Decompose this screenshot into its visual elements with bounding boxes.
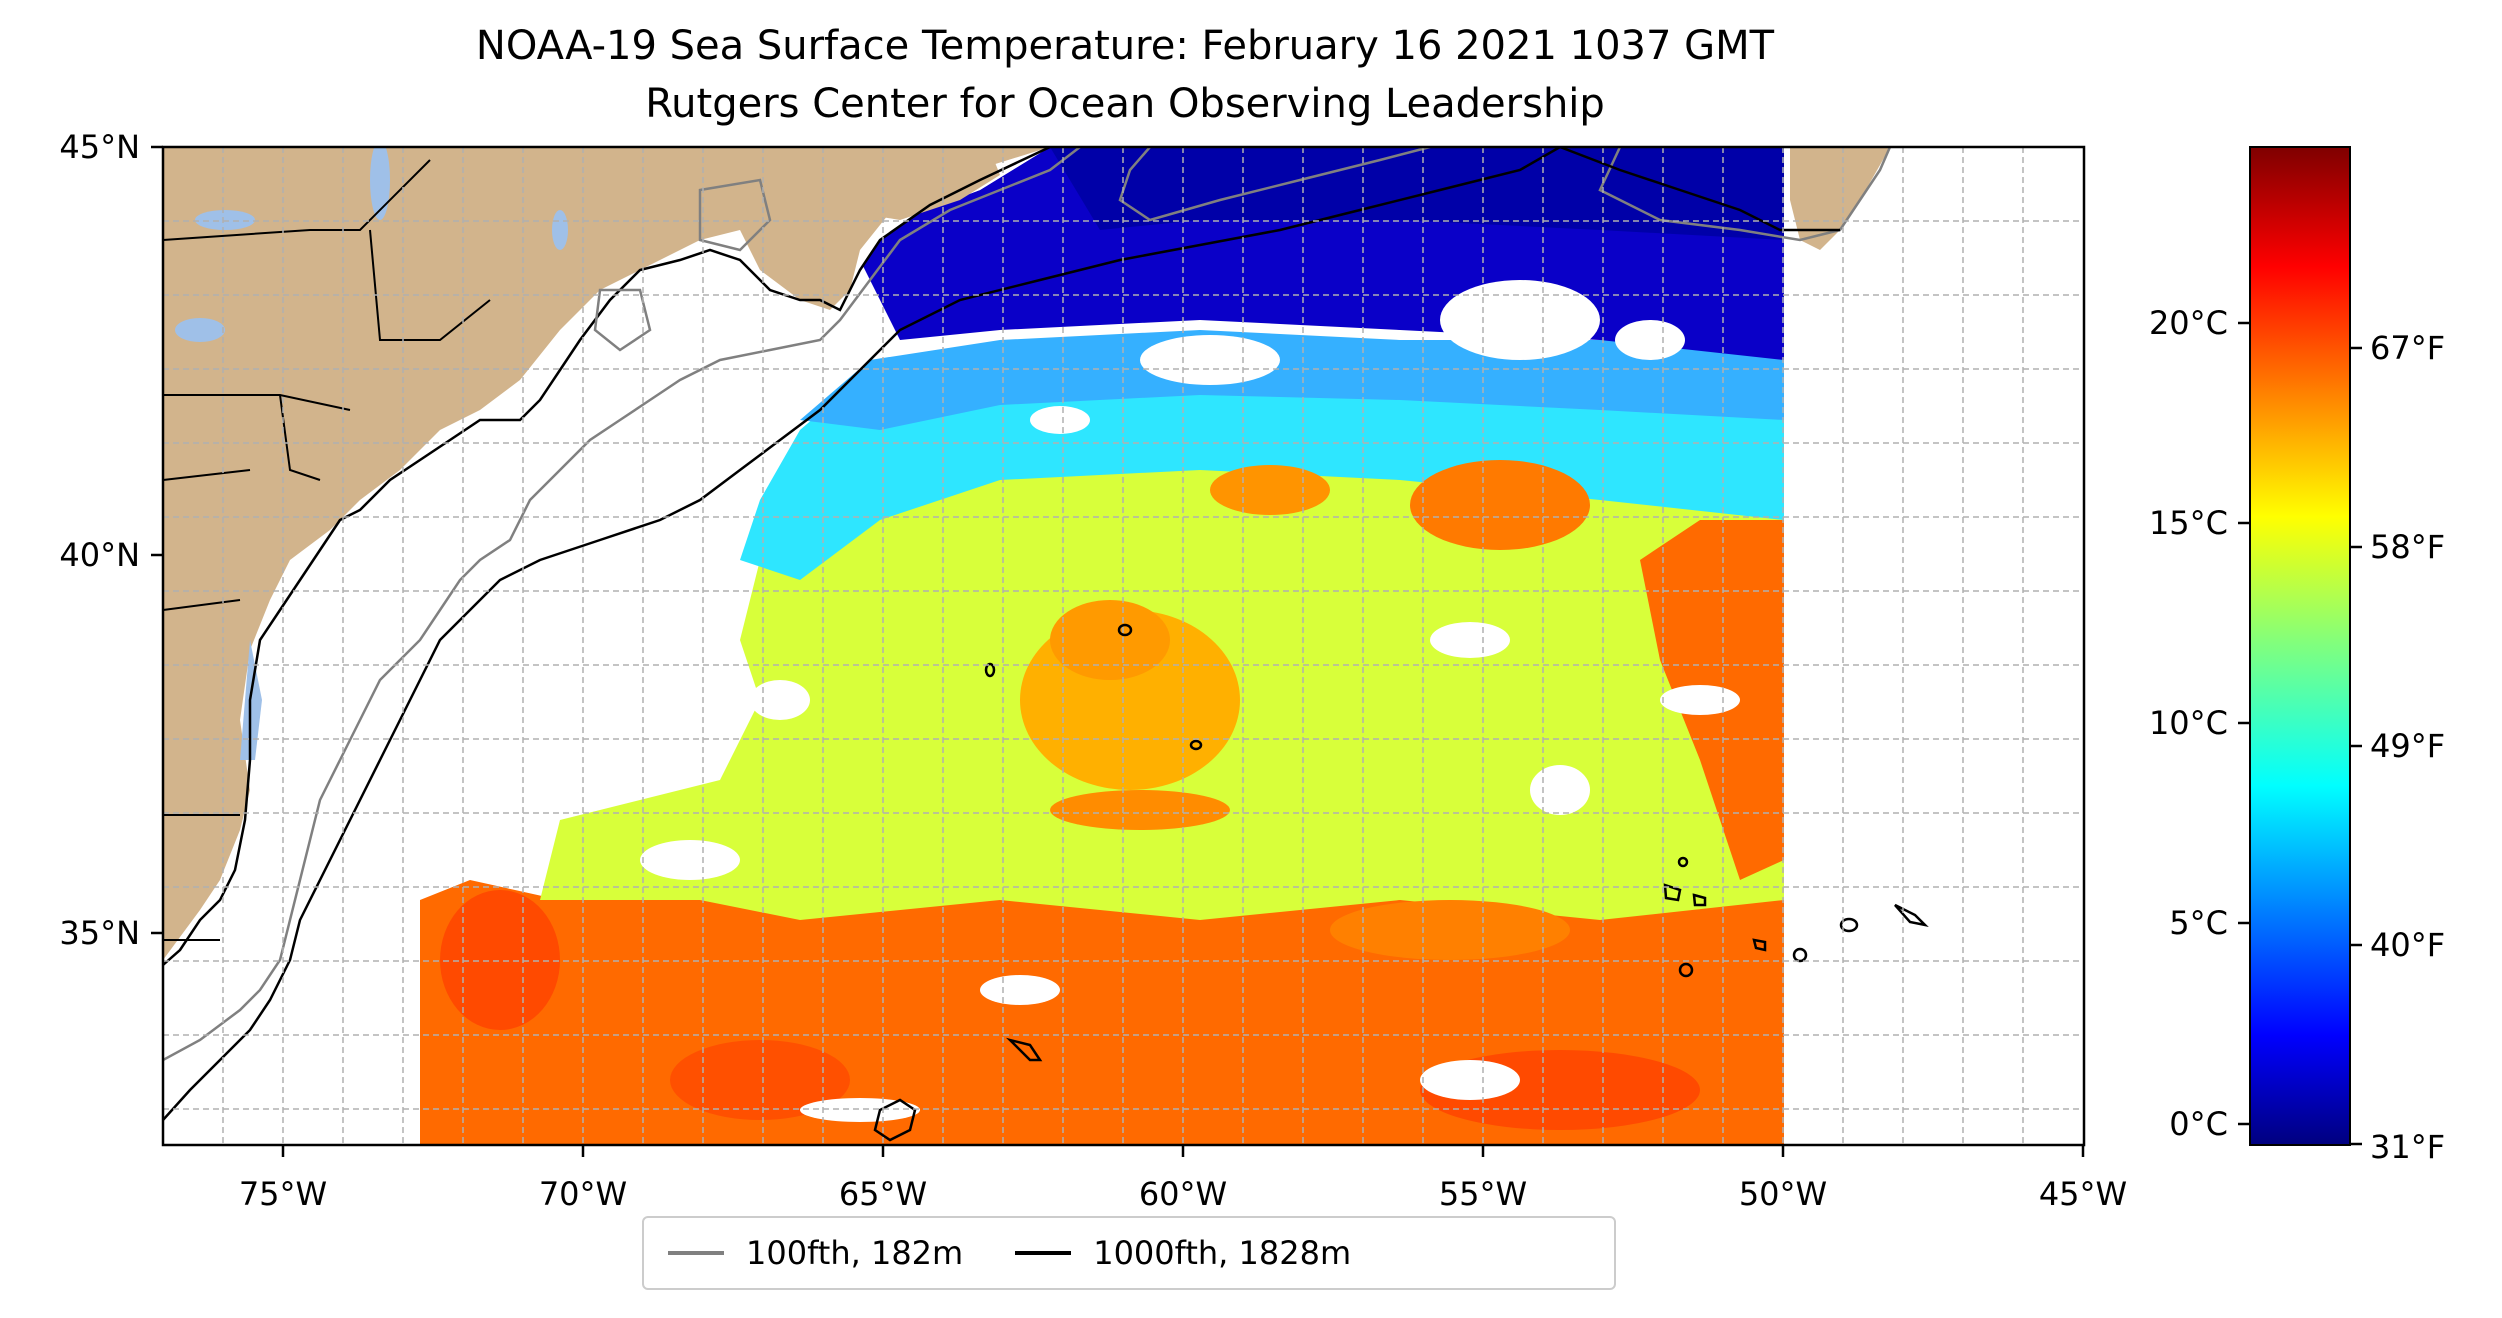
contour-1000fth — [163, 147, 1929, 1142]
contour-100fth — [163, 147, 1892, 1062]
colorbar-celsius-label: 10°C — [2149, 704, 2228, 742]
chart-subtitle: Rutgers Center for Ocean Observing Leade… — [645, 81, 1605, 127]
colorbar-celsius-label: 15°C — [2149, 504, 2228, 542]
lon-tick-label: 70°W — [539, 1175, 627, 1213]
gridlines — [163, 147, 2084, 1145]
colorbar-fahrenheit-label: 40°F — [2370, 926, 2445, 964]
lat-tick-label: 35°N — [59, 914, 140, 952]
colorbar-fahrenheit-label: 67°F — [2370, 329, 2445, 367]
legend: 100fth, 182m 1000fth, 1828m — [642, 1216, 1616, 1290]
lon-tick-label: 50°W — [1739, 1175, 1827, 1213]
state-boundaries — [163, 159, 491, 941]
lat-tick-label: 45°N — [59, 128, 140, 166]
sst-field — [163, 147, 1784, 1145]
colorbar-fahrenheit-label: 31°F — [2370, 1128, 2445, 1166]
axis-ticks — [151, 145, 2085, 1157]
colorbar: 20°C 15°C 10°C 5°C 0°C 67°F 58°F 49°F 40… — [2149, 146, 2445, 1166]
legend-line-swatch — [1015, 1251, 1072, 1255]
colorbar-celsius-label: 5°C — [2169, 904, 2228, 942]
legend-line-swatch — [668, 1251, 724, 1255]
map-border — [161, 145, 2086, 1147]
legend-label: 100fth, 182m — [746, 1234, 964, 1272]
chart-title: NOAA-19 Sea Surface Temperature: Februar… — [475, 23, 1775, 69]
legend-item-100fth: 100fth, 182m — [668, 1234, 963, 1272]
colorbar-gradient — [2249, 146, 2351, 1146]
colorbar-celsius-label: 0°C — [2169, 1105, 2228, 1143]
lon-tick-label: 55°W — [1439, 1175, 1527, 1213]
colorbar-fahrenheit-label: 58°F — [2370, 528, 2445, 566]
lon-tick-label: 60°W — [1139, 1175, 1227, 1213]
legend-label: 1000fth, 1828m — [1093, 1234, 1352, 1272]
lat-tick-label: 40°N — [59, 536, 140, 574]
lon-tick-label: 75°W — [239, 1175, 327, 1213]
colorbar-fahrenheit-label: 49°F — [2370, 727, 2445, 765]
colorbar-celsius-label: 20°C — [2149, 304, 2228, 342]
land-mass — [163, 147, 1890, 1000]
lon-tick-label: 65°W — [839, 1175, 927, 1213]
legend-item-1000fth: 1000fth, 1828m — [1015, 1234, 1351, 1272]
lon-tick-label: 45°W — [2039, 1175, 2127, 1213]
